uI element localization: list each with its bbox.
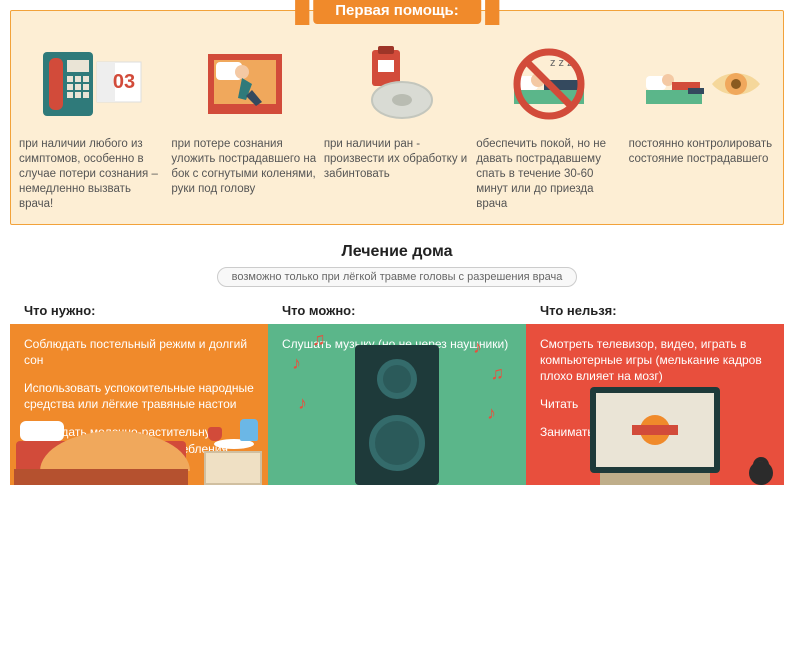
home-care-section: Лечение дома возможно только при лёгкой … — [10, 243, 784, 485]
column-heading: Что нельзя: — [526, 297, 784, 324]
column-body: Смотреть телевизор, видео, играть в комп… — [526, 324, 784, 485]
column-forbidden: Что нельзя: Смотреть телевизор, видео, и… — [526, 297, 784, 485]
home-care-columns: Что нужно: Соблюдать постельный режим и … — [10, 297, 784, 485]
bandage-icon — [324, 39, 470, 129]
step-call-doctor: 03 при наличии любого из симптомов, особ… — [19, 39, 165, 212]
step-recovery-position: при потере сознания уложить пострадав­ше… — [171, 39, 317, 212]
speaker-illustration: ♪ ♫ ♪ ♫ ♪ ♪ — [268, 325, 526, 485]
list-item: Соблюдать постельный режим и долгий сон — [24, 336, 254, 368]
first-aid-title-ribbon: Первая помощь: — [313, 0, 481, 24]
tv-illustration — [526, 375, 784, 485]
no-sleep-icon: z z z — [476, 39, 622, 129]
step-text: при наличии любого из симптомов, особенн… — [19, 137, 165, 212]
home-care-title: Лечение дома — [10, 243, 784, 261]
step-text: обеспечить покой, но не давать пострадав… — [476, 137, 622, 212]
phone-icon: 03 — [19, 39, 165, 129]
svg-text:03: 03 — [113, 71, 135, 93]
first-aid-panel: Первая помощь: 03 при налич — [10, 10, 784, 225]
column-body: Слушать музыку (но не через наушники) ♪ … — [268, 324, 526, 485]
step-text: при потере сознания уложить пострадав­ше… — [171, 137, 317, 197]
column-heading: Что можно: — [268, 297, 526, 324]
column-allowed: Что можно: Слушать музыку (но не через н… — [268, 297, 526, 485]
step-monitor: постоянно контроли­ровать состояние пост… — [629, 39, 775, 212]
column-need: Что нужно: Соблюдать постельный режим и … — [10, 297, 268, 485]
step-treat-wounds: при наличии ран - произвести их обра­бот… — [324, 39, 470, 212]
bed-illustration — [10, 375, 268, 485]
eye-monitor-icon — [629, 39, 775, 129]
step-text: при наличии ран - произвести их обра­бот… — [324, 137, 470, 182]
column-body: Соблюдать постельный режим и долгий сон … — [10, 324, 268, 485]
bed-position-icon — [171, 39, 317, 129]
step-text: постоянно контроли­ровать состояние пост… — [629, 137, 775, 167]
column-heading: Что нужно: — [10, 297, 268, 324]
step-no-sleep: z z z обеспечить покой, но не давать пос… — [476, 39, 622, 212]
first-aid-steps: 03 при наличии любого из симптомов, особ… — [19, 39, 775, 212]
home-care-subtitle: возможно только при лёгкой травме головы… — [217, 267, 578, 287]
